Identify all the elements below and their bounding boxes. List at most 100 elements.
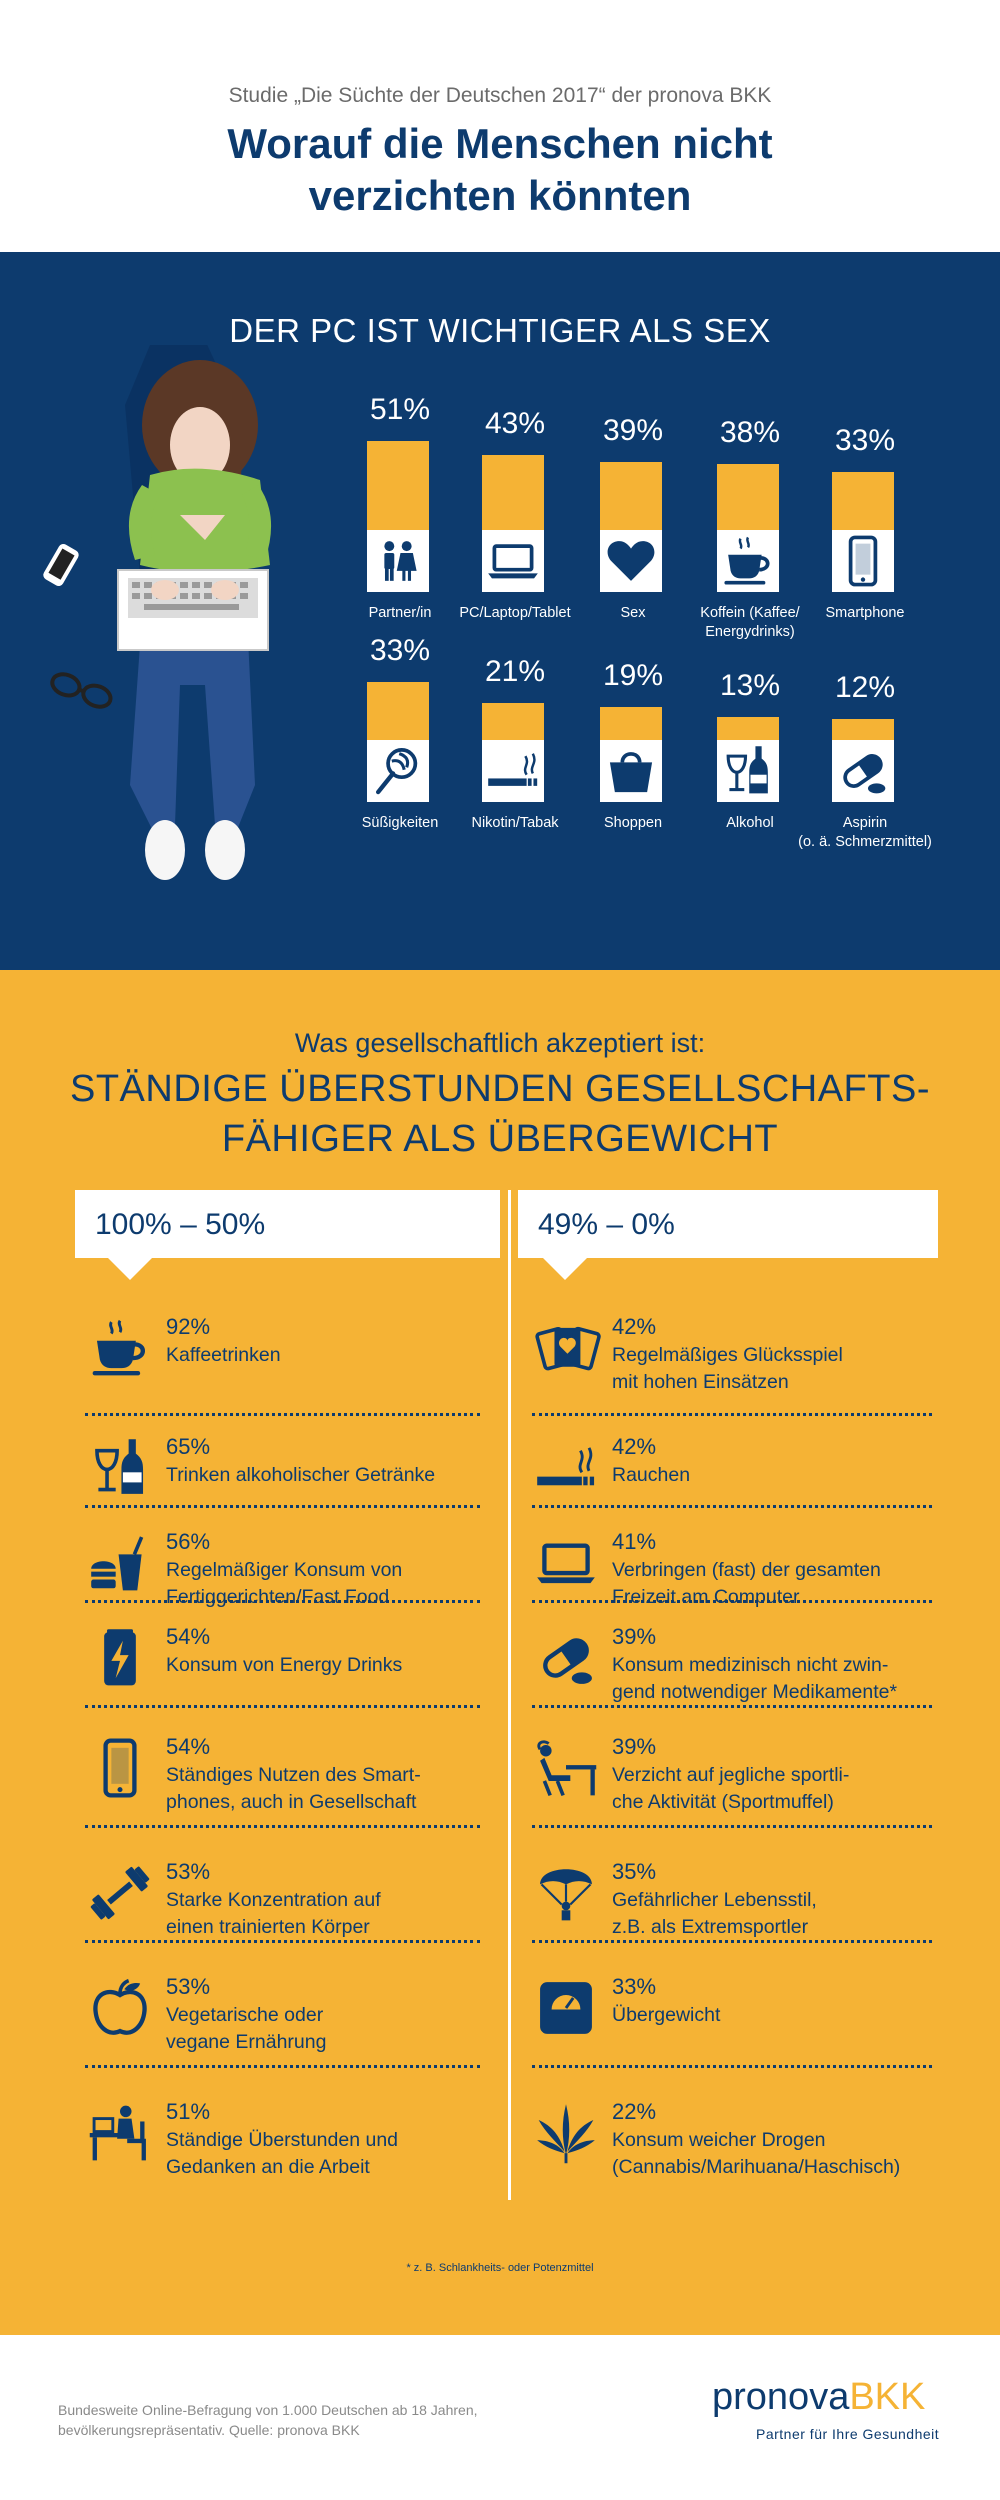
dotted-separator xyxy=(532,1705,932,1708)
list-item-percent: 51% xyxy=(166,2099,211,2124)
bar-category-label: Partner/in xyxy=(368,605,432,621)
pill-icon xyxy=(832,740,894,802)
list-item-text: Gefährlicher Lebensstil, z.B. als Extrem… xyxy=(612,1889,817,1938)
header xyxy=(0,0,1000,252)
logo-part-bkk: BKK xyxy=(849,2376,926,2418)
desk-worker-icon xyxy=(84,2097,156,2169)
list-item-percent: 33% xyxy=(612,1974,657,1999)
left-column-header: 100% – 50% xyxy=(75,1190,500,1280)
list-item-percent: 54% xyxy=(166,1624,211,1649)
coffee-cup-icon xyxy=(84,1312,156,1384)
title-line-1: Worauf die Menschen nicht xyxy=(227,120,773,167)
bar-category-label: Aspirin (o. ä. Schmerzmittel) xyxy=(798,815,932,850)
chart-heading: DER PC IST WICHTIGER ALS SEX xyxy=(229,312,771,349)
source-note: Bundesweite Online-Befragung von 1.000 D… xyxy=(58,2402,478,2438)
scale-icon xyxy=(530,1972,602,2044)
list-item-percent: 22% xyxy=(612,2099,657,2124)
list-item-text: Trinken alkoholischer Getränke xyxy=(166,1464,436,1486)
bar-value-label: 12% xyxy=(834,671,896,704)
dotted-separator xyxy=(85,1940,480,1943)
laptop-icon xyxy=(530,1527,602,1599)
right-column-header: 49% – 0% xyxy=(518,1190,938,1280)
parachute-icon xyxy=(530,1857,602,1929)
dotted-separator xyxy=(85,1705,480,1708)
left-column-header-text: 100% – 50% xyxy=(95,1208,266,1241)
bar-category-label: Koffein (Kaffee/ Energydrinks) xyxy=(700,605,800,640)
bar-value-label: 51% xyxy=(369,392,431,426)
dotted-separator xyxy=(532,1413,932,1416)
bar-value-label: 21% xyxy=(484,655,546,689)
bar-value-label: 43% xyxy=(484,406,546,440)
bar-category-label: Süßigkeiten xyxy=(361,815,439,831)
bar-category-label: PC/Laptop/Tablet xyxy=(459,605,571,621)
list-item-percent: 53% xyxy=(166,1859,211,1884)
list-item-text: Starke Konzentration auf einen trainiert… xyxy=(166,1889,381,1938)
dumbbell-icon xyxy=(84,1857,156,1929)
right-column-header-pointer xyxy=(543,1258,587,1280)
list-item-percent: 54% xyxy=(166,1734,211,1759)
smartphone-icon xyxy=(84,1732,156,1804)
list-item-text: Kaffeetrinken xyxy=(166,1344,281,1366)
list-item-text: Konsum von Energy Drinks xyxy=(166,1654,403,1676)
laptop-icon xyxy=(482,530,544,592)
left-column-header-pointer xyxy=(108,1258,152,1280)
logo-part-pronova: pronova xyxy=(712,2376,850,2418)
list-item-text: Konsum weicher Drogen (Cannabis/Marihuan… xyxy=(612,2129,901,2178)
dotted-separator xyxy=(532,1940,932,1943)
list-item-text: Ständige Überstunden und Gedanken an die… xyxy=(166,2129,399,2178)
dotted-separator xyxy=(532,1505,932,1508)
bar xyxy=(717,717,779,740)
list-item-text: Regelmäßiges Glücksspiel mit hohen Einsä… xyxy=(612,1344,843,1393)
bar xyxy=(600,706,662,740)
wine-bottle-icon xyxy=(84,1432,156,1504)
dotted-separator xyxy=(85,1505,480,1508)
pronova-bkk-logo: pronovaBKK xyxy=(712,2376,925,2419)
wine-bottle-icon xyxy=(717,740,779,802)
logo-tagline: Partner für Ihre Gesundheit xyxy=(756,2426,940,2442)
bar-category-label: Nikotin/Tabak xyxy=(471,815,559,831)
smartphone-icon xyxy=(832,530,894,592)
bar-value-label: 19% xyxy=(602,658,664,692)
bar xyxy=(600,461,662,530)
list-item-text: Vegetarische oder vegane Ernährung xyxy=(166,2004,327,2053)
energy-drink-icon xyxy=(84,1622,156,1694)
headline-line-2: FÄHIGER ALS ÜBERGEWICHT xyxy=(221,1118,779,1160)
right-column-header-text: 49% – 0% xyxy=(538,1208,675,1241)
title-line-2: verzichten könnten xyxy=(308,172,692,219)
list-item-percent: 39% xyxy=(612,1734,657,1759)
list-item-text: Konsum medizinisch nicht zwin- gend notw… xyxy=(612,1654,898,1703)
apple-icon xyxy=(84,1972,156,2044)
bar-category-label: Shoppen xyxy=(603,815,663,831)
bar-category-label: Alkohol xyxy=(726,815,774,831)
cigarette-icon xyxy=(482,740,544,802)
fast-food-icon xyxy=(84,1527,156,1599)
list-item-text: Rauchen xyxy=(612,1464,691,1486)
bar xyxy=(482,454,544,530)
bar-value-label: 33% xyxy=(369,634,431,668)
bar-value-label: 39% xyxy=(602,413,664,447)
column-divider xyxy=(508,1190,511,2200)
list-item-percent: 42% xyxy=(612,1314,657,1339)
dotted-separator xyxy=(85,1413,480,1416)
study-subtitle: Studie „Die Süchte der Deutschen 2017“ d… xyxy=(228,84,772,107)
bar xyxy=(832,472,894,530)
list-item-percent: 39% xyxy=(612,1624,657,1649)
dotted-separator xyxy=(532,1600,932,1603)
dotted-separator xyxy=(85,2065,480,2068)
dotted-separator xyxy=(85,1825,480,1828)
list-item-text: Ständiges Nutzen des Smart- phones, auch… xyxy=(166,1764,421,1813)
shopping-bag-icon xyxy=(600,740,662,802)
footer xyxy=(0,2335,1000,2500)
list-item-percent: 35% xyxy=(612,1859,657,1884)
bar-value-label: 38% xyxy=(719,415,781,449)
bar xyxy=(482,703,544,740)
headline-line-1: STÄNDIGE ÜBERSTUNDEN GESELLSCHAFTS- xyxy=(70,1068,930,1110)
playing-cards-icon xyxy=(530,1312,602,1384)
list-item-percent: 41% xyxy=(612,1529,657,1554)
list-item-percent: 65% xyxy=(166,1434,211,1459)
page-title: Worauf die Menschen nicht verzichten kön… xyxy=(0,118,1000,222)
bar xyxy=(832,719,894,740)
pill-icon xyxy=(530,1622,602,1694)
heart-icon xyxy=(600,530,662,592)
section-lead: Was gesellschaftlich akzeptiert ist: xyxy=(294,1028,706,1058)
